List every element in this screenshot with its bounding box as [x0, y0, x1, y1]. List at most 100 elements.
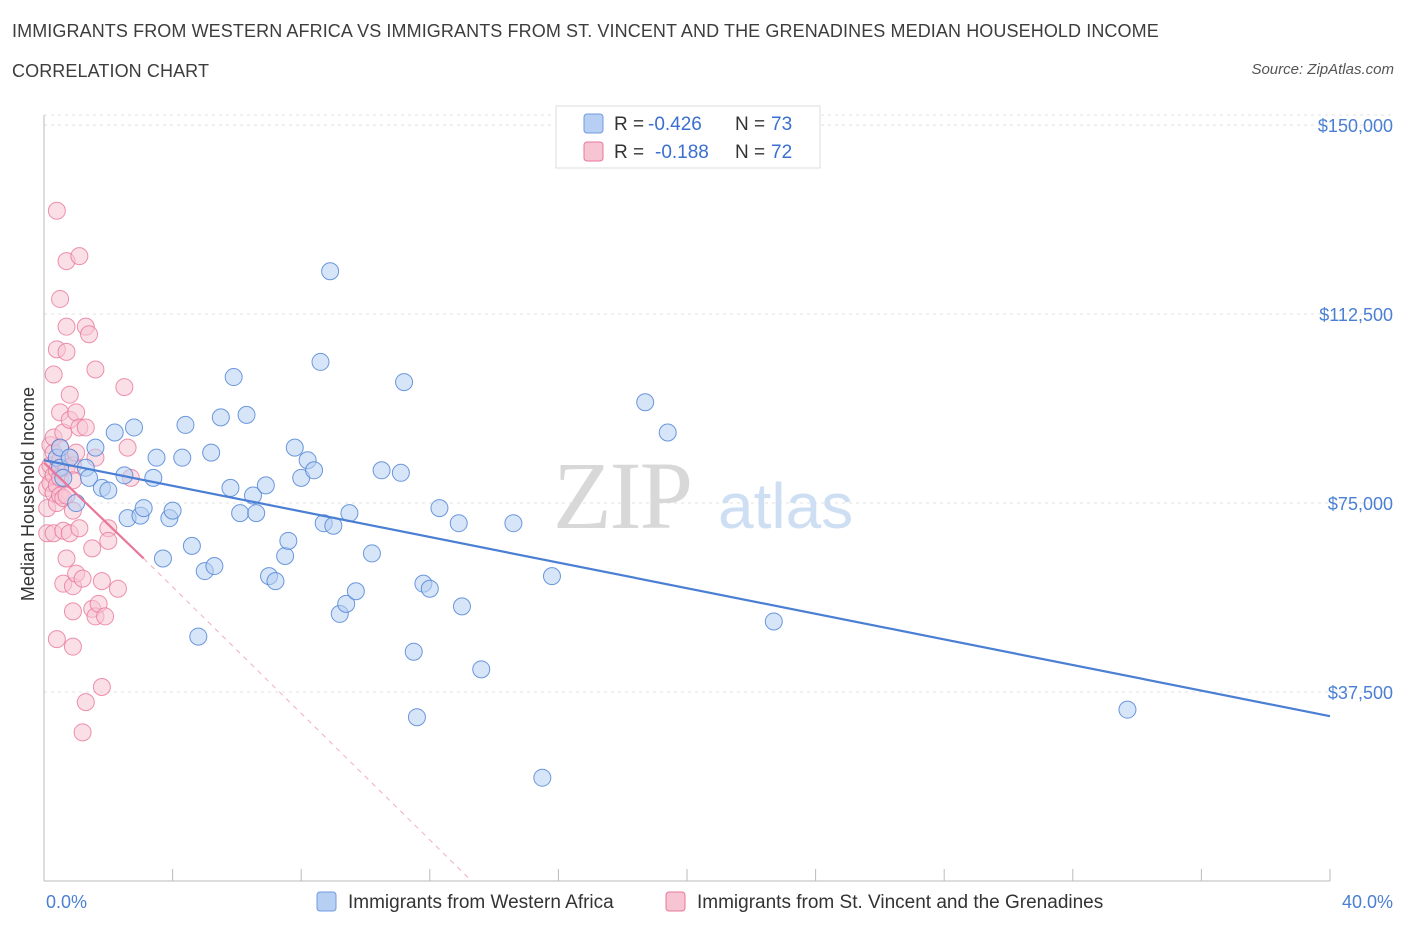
st-vincent-point-31	[57, 342, 76, 361]
st-vincent-point-53	[76, 418, 95, 437]
x-tick-label-max: 40.0%	[1342, 892, 1393, 912]
st-vincent-point-32	[57, 549, 76, 568]
st-vincent-point-47	[67, 403, 86, 422]
trend-line-st-vincent	[43, 461, 145, 560]
st-vincent-point-57	[86, 360, 105, 379]
source-label: Source: ZipAtlas.com	[1251, 61, 1394, 78]
western-africa-point-11	[105, 423, 124, 442]
st-vincent-point-66	[108, 579, 127, 598]
western-africa-point-28	[205, 557, 224, 576]
bottom-legend-label-st-vincent: Immigrants from St. Vincent and the Gren…	[697, 892, 1103, 913]
legend-swatch-pink	[583, 141, 604, 162]
western-africa-point-45	[311, 352, 330, 371]
watermark-atlas: atlas	[718, 470, 853, 542]
chart-title-line1: IMMIGRANTS FROM WESTERN AFRICA VS IMMIGR…	[12, 21, 1159, 41]
western-africa-point-14	[125, 418, 144, 437]
st-vincent-point-43	[63, 602, 82, 621]
western-africa-point-34	[243, 486, 262, 505]
western-africa-point-66	[533, 768, 552, 787]
legend-n-label-2: N =	[735, 142, 765, 163]
legend-swatch-blue	[583, 113, 604, 134]
western-africa-point-67	[542, 567, 561, 586]
western-africa-point-30	[221, 478, 240, 497]
y-tick-label-0: $37,500	[1328, 683, 1393, 703]
trend-line-st-vincent-extension	[143, 558, 472, 882]
st-vincent-point-49	[70, 247, 89, 266]
st-vincent-point-17	[47, 201, 66, 220]
western-africa-point-57	[404, 642, 423, 661]
trend-lines	[43, 459, 1331, 882]
bottom-legend: Immigrants from Western Africa Immigrant…	[316, 891, 1103, 913]
legend-r-value-1: -0.426	[648, 114, 702, 135]
western-africa-point-8	[86, 438, 105, 457]
st-vincent-point-22	[51, 289, 70, 308]
western-africa-point-25	[189, 627, 208, 646]
st-vincent-point-44	[63, 637, 82, 656]
legend-r-label-1: R =	[614, 114, 644, 135]
st-vincent-point-63	[96, 607, 115, 626]
western-africa-point-5	[67, 494, 86, 513]
legend-n-value-1: 73	[771, 114, 792, 135]
western-africa-point-65	[504, 514, 523, 533]
legend-r-label-2: R =	[614, 142, 644, 163]
st-vincent-point-38	[60, 385, 79, 404]
western-africa-point-69	[658, 423, 677, 442]
western-africa-point-47	[321, 262, 340, 281]
st-vincent-point-71	[76, 693, 95, 712]
western-africa-point-10	[99, 481, 118, 500]
st-vincent-point-70	[73, 723, 92, 742]
western-africa-point-58	[407, 708, 426, 727]
western-africa-point-60	[420, 579, 439, 598]
western-africa-point-31	[224, 368, 243, 387]
y-tick-labels: $37,500 $75,000 $112,500 $150,000	[1318, 116, 1393, 703]
watermark-zip: ZIP	[553, 442, 691, 549]
western-africa-point-56	[395, 373, 414, 392]
western-africa-point-36	[256, 476, 275, 495]
western-africa-point-52	[346, 582, 365, 601]
western-africa-point-41	[285, 438, 304, 457]
western-africa-point-32	[231, 504, 250, 523]
western-africa-point-16	[134, 499, 153, 518]
grid-lines	[44, 114, 1393, 693]
western-africa-point-70	[764, 612, 783, 631]
western-africa-point-38	[266, 572, 285, 591]
x-tick-marks	[43, 869, 1331, 881]
western-africa-point-24	[182, 536, 201, 555]
western-africa-point-71	[1118, 700, 1137, 719]
western-africa-point-22	[173, 448, 192, 467]
st-vincent-point-51	[73, 569, 92, 588]
st-vincent-point-67	[115, 378, 134, 397]
st-vincent-point-55	[83, 539, 102, 558]
chart-title-line2: CORRELATION CHART	[12, 61, 210, 81]
legend-r-value-2: -0.188	[655, 142, 709, 163]
western-africa-point-35	[247, 504, 266, 523]
western-africa-point-68	[636, 393, 655, 412]
st-vincent-point-54	[80, 325, 99, 344]
western-africa-point-55	[391, 463, 410, 482]
st-vincent-point-61	[92, 677, 111, 696]
western-africa-point-3	[54, 468, 73, 487]
legend-n-label-1: N =	[735, 114, 765, 135]
western-africa-point-53	[362, 544, 381, 563]
st-vincent-point-68	[118, 438, 137, 457]
bottom-legend-swatch-pink	[665, 891, 686, 912]
western-africa-point-61	[430, 499, 449, 518]
western-africa-point-33	[237, 405, 256, 424]
y-tick-label-1: $75,000	[1328, 494, 1393, 514]
western-africa-point-19	[153, 549, 172, 568]
y-axis-label: Median Household Income	[18, 387, 38, 601]
st-vincent-point-65	[99, 531, 118, 550]
st-vincent-point-12	[44, 365, 63, 384]
y-tick-label-3: $150,000	[1318, 116, 1393, 136]
bottom-legend-swatch-blue	[316, 891, 337, 912]
western-africa-point-44	[305, 461, 324, 480]
western-africa-point-29	[211, 408, 230, 427]
western-africa-point-50	[337, 594, 356, 613]
st-vincent-point-30	[57, 317, 76, 336]
x-tick-label-min: 0.0%	[46, 892, 87, 912]
western-africa-point-54	[372, 461, 391, 480]
western-africa-point-21	[163, 501, 182, 520]
st-vincent-point-18	[47, 630, 66, 649]
